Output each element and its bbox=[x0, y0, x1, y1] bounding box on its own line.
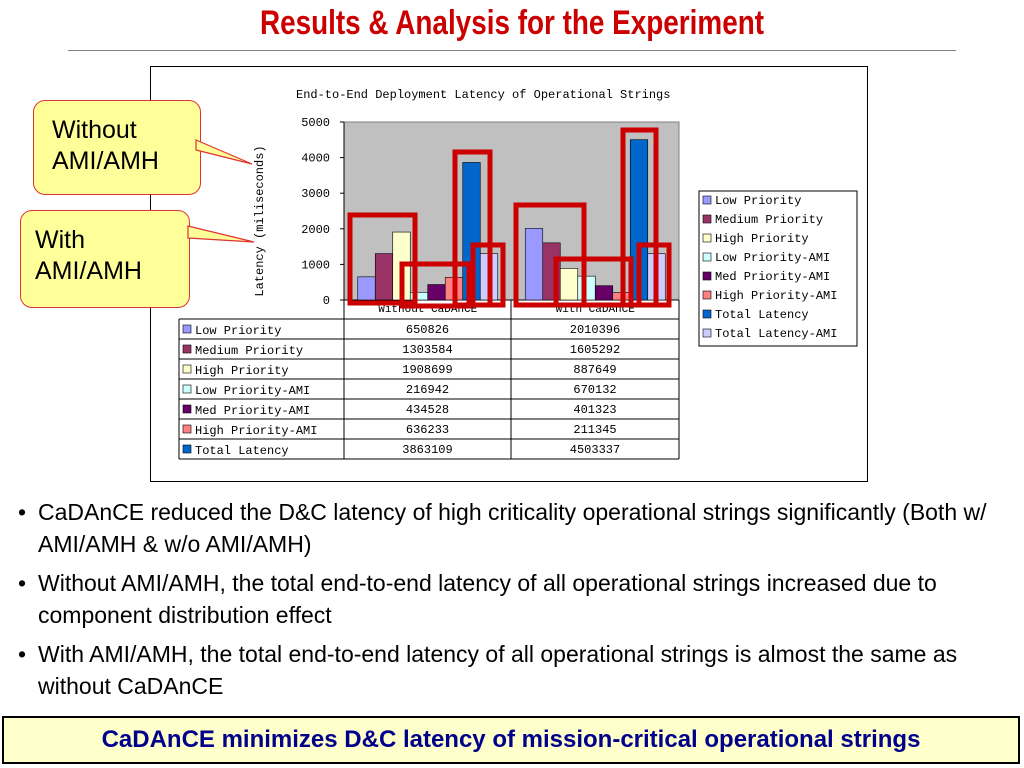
legend-label: Low Priority-AMI bbox=[715, 251, 830, 265]
legend-swatch bbox=[702, 195, 712, 205]
legend-swatch bbox=[702, 214, 712, 224]
table-cell: 211345 bbox=[573, 423, 616, 437]
table-row-label: Total Latency bbox=[195, 444, 289, 458]
bar bbox=[559, 268, 579, 301]
table-cell: 1908699 bbox=[402, 363, 452, 377]
highlight-box bbox=[399, 261, 472, 309]
y-tick-label: 3000 bbox=[301, 187, 330, 201]
bullet-marker: • bbox=[18, 499, 27, 525]
bar bbox=[594, 285, 614, 301]
y-tick-label: 1000 bbox=[301, 258, 330, 272]
legend-label: Total Latency-AMI bbox=[715, 327, 837, 341]
table-cell: 650826 bbox=[406, 323, 449, 337]
table-legend-key bbox=[182, 444, 192, 454]
table-row-label: Low Priority bbox=[195, 324, 281, 338]
legend-label: High Priority bbox=[715, 232, 809, 246]
table-cell: 2010396 bbox=[570, 323, 620, 337]
table-cell: 670132 bbox=[573, 383, 616, 397]
table-cell: 401323 bbox=[573, 403, 616, 417]
bar bbox=[374, 253, 394, 301]
legend-swatch bbox=[702, 290, 712, 300]
table-cell: 216942 bbox=[406, 383, 449, 397]
table-cell: 1303584 bbox=[402, 343, 452, 357]
table-row-label: High Priority bbox=[195, 364, 289, 378]
bullet-list: • CaDAnCE reduced the D&C latency of hig… bbox=[18, 496, 1008, 709]
callout-without-ami: Without AMI/AMH bbox=[33, 100, 201, 195]
table-cell: 434528 bbox=[406, 403, 449, 417]
legend-swatch bbox=[702, 233, 712, 243]
legend-swatch bbox=[702, 271, 712, 281]
table-row-label: Medium Priority bbox=[195, 344, 303, 358]
table-legend-key bbox=[182, 424, 192, 434]
legend-label: Low Priority bbox=[715, 194, 801, 208]
table-legend-key bbox=[182, 364, 192, 374]
bar bbox=[524, 228, 544, 301]
highlight-box bbox=[553, 256, 634, 308]
table-cell: 4503337 bbox=[570, 443, 620, 457]
bullet-marker: • bbox=[18, 641, 27, 667]
latency-chart: End-to-End Deployment Latency of Operati… bbox=[178, 88, 858, 460]
table-legend-key bbox=[182, 384, 192, 394]
table-legend-key bbox=[182, 404, 192, 414]
legend-swatch bbox=[702, 252, 712, 262]
table-legend-key bbox=[182, 324, 192, 334]
legend-label: High Priority-AMI bbox=[715, 289, 837, 303]
legend-box bbox=[698, 190, 858, 347]
bullet-text: Without AMI/AMH, the total end-to-end la… bbox=[38, 570, 937, 628]
bullet-item: • With AMI/AMH, the total end-to-end lat… bbox=[18, 638, 1008, 702]
table-legend-key bbox=[182, 344, 192, 354]
bar bbox=[427, 284, 446, 301]
footer-banner: CaDAnCE minimizes D&C latency of mission… bbox=[2, 716, 1020, 764]
bullet-marker: • bbox=[18, 570, 27, 596]
table-cell: 1605292 bbox=[570, 343, 620, 357]
highlight-box bbox=[470, 242, 506, 308]
legend-label: Medium Priority bbox=[715, 213, 823, 227]
y-tick-label: 5000 bbox=[301, 116, 330, 130]
title-divider bbox=[68, 50, 956, 51]
table-row-label: Low Priority-AMI bbox=[195, 384, 310, 398]
highlight-box bbox=[636, 242, 672, 308]
table-row-label: High Priority-AMI bbox=[195, 424, 317, 438]
table-row-label: Med Priority-AMI bbox=[195, 404, 310, 418]
callout-with-ami: With AMI/AMH bbox=[20, 210, 190, 308]
legend-label: Med Priority-AMI bbox=[715, 270, 830, 284]
bar bbox=[357, 276, 376, 301]
slide-title: Results & Analysis for the Experiment bbox=[259, 4, 765, 42]
y-axis-label: Latency (miliseconds) bbox=[253, 145, 267, 296]
highlight-box bbox=[513, 202, 587, 308]
y-tick-label: 4000 bbox=[301, 152, 330, 166]
bullet-item: • Without AMI/AMH, the total end-to-end … bbox=[18, 567, 1008, 631]
highlight-box bbox=[347, 212, 418, 306]
chart-frame: End-to-End Deployment Latency of Operati… bbox=[150, 66, 868, 482]
chart-title: End-to-End Deployment Latency of Operati… bbox=[296, 88, 670, 102]
table-cell: 636233 bbox=[406, 423, 449, 437]
bullet-item: • CaDAnCE reduced the D&C latency of hig… bbox=[18, 496, 1008, 560]
bullet-text: CaDAnCE reduced the D&C latency of high … bbox=[38, 499, 987, 557]
legend-swatch bbox=[702, 328, 712, 338]
y-tick-label: 2000 bbox=[301, 223, 330, 237]
table-cell: 887649 bbox=[573, 363, 616, 377]
legend-label: Total Latency bbox=[715, 308, 809, 322]
table-cell: 3863109 bbox=[402, 443, 452, 457]
bullet-text: With AMI/AMH, the total end-to-end laten… bbox=[38, 641, 958, 699]
legend-swatch bbox=[702, 309, 712, 319]
y-tick-label: 0 bbox=[323, 294, 330, 308]
